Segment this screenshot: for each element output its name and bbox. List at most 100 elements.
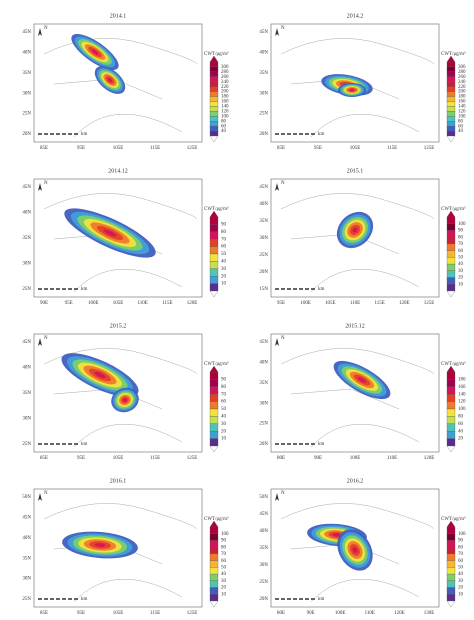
colorbar-swatch xyxy=(209,423,219,432)
colorbar-swatch xyxy=(446,408,456,417)
colorbar-tick: 80 xyxy=(221,545,227,550)
panel-title: 2016.1 xyxy=(110,478,127,484)
lat-label: 35N xyxy=(259,546,268,551)
colorbar-swatch xyxy=(209,379,219,387)
colorbar-tick: 80 xyxy=(458,235,464,240)
colorbar-tick: 180 xyxy=(458,95,466,100)
colorbar-swatch xyxy=(446,121,456,127)
colorbar-swatch xyxy=(446,553,456,561)
map-panel: 2015.2 Nkm 45N 40N 35N 30N 25N 85E 95E 105E 115E 12… xyxy=(22,323,229,461)
colorbar-swatch xyxy=(209,231,219,240)
scale-unit: km xyxy=(318,442,325,447)
colorbar-tick: 40 xyxy=(221,572,227,577)
colorbar-tick: 240 xyxy=(221,80,229,85)
colorbar-end xyxy=(209,210,219,218)
colorbar-swatch xyxy=(209,96,219,102)
colorbar-tick: 40 xyxy=(458,129,464,134)
colorbar-tick: 240 xyxy=(458,80,466,85)
colorbar-swatch xyxy=(209,401,219,410)
colorbar-swatch xyxy=(209,101,219,107)
colorbar-swatch xyxy=(209,66,219,73)
colorbar-end xyxy=(446,135,456,143)
colorbar-tick: 10 xyxy=(458,592,464,597)
lat-label: 45N xyxy=(259,185,268,190)
colorbar-swatch xyxy=(209,394,219,402)
lon-label: 90E xyxy=(314,456,322,461)
map-panel: 2015.12 Nkm 45N 40N 35N 30N 25N 20N 80E 90E 100E 11… xyxy=(259,323,466,461)
colorbar-tick: 180 xyxy=(221,95,229,100)
lat-label: 40N xyxy=(259,202,268,207)
lat-label: 35N xyxy=(22,556,31,561)
panel-title: 2015.1 xyxy=(347,168,364,174)
colorbar-tick: 30 xyxy=(221,579,227,584)
colorbar-swatch xyxy=(446,533,456,541)
colorbar-swatch xyxy=(446,230,456,238)
colorbar-swatch xyxy=(446,106,456,112)
lat-label: 30N xyxy=(259,91,268,96)
lon-label: 105E xyxy=(113,611,124,616)
cwt-contour xyxy=(352,547,358,553)
north-arrow xyxy=(275,28,279,36)
colorbar-swatch xyxy=(446,277,456,285)
lat-label: 40N xyxy=(259,529,268,534)
colorbar-tick: 40 xyxy=(221,129,227,134)
colorbar-tick: 70 xyxy=(458,552,464,557)
lat-label: 45N xyxy=(259,30,268,35)
colorbar-tick: 40 xyxy=(458,262,464,267)
north-label: N xyxy=(281,491,285,496)
lon-label: 80E xyxy=(277,456,285,461)
map-panel: 2014.1 Nkm 45N 40N 35N 30N 25N 20N 85E 95E 105E 115… xyxy=(22,13,229,151)
panel-title: 2016.2 xyxy=(347,478,364,484)
colorbar-swatch xyxy=(446,567,456,575)
lon-label: 80E xyxy=(277,611,285,616)
colorbar-swatch xyxy=(446,526,456,534)
colorbar-tick: 160 xyxy=(458,100,466,105)
lat-label: 35N xyxy=(259,71,268,76)
colorbar-title: CWT/μg/m³ xyxy=(441,361,466,367)
colorbar-tick: 60 xyxy=(221,245,227,250)
colorbar-tick: 120 xyxy=(221,109,229,114)
lat-label: 25N xyxy=(259,580,268,585)
colorbar-tick: 220 xyxy=(221,85,229,90)
lat-label: 30N xyxy=(22,91,31,96)
panel-title: 2014.12 xyxy=(108,168,128,174)
lon-label: 120E xyxy=(394,611,405,616)
colorbar-end xyxy=(446,445,456,453)
colorbar-swatch xyxy=(446,547,456,555)
colorbar-swatch xyxy=(446,587,456,595)
colorbar-end xyxy=(209,520,219,528)
lon-label: 85E xyxy=(40,146,48,151)
colorbar-tick: 200 xyxy=(458,90,466,95)
colorbar-swatch xyxy=(446,216,456,224)
lat-label: 30N xyxy=(22,577,31,582)
colorbar-swatch xyxy=(209,283,219,292)
colorbar-tick: 90 xyxy=(458,229,464,234)
lon-label: 85E xyxy=(277,146,285,151)
lat-label: 20N xyxy=(259,597,268,602)
colorbar-swatch xyxy=(446,250,456,258)
colorbar-swatch xyxy=(209,253,219,262)
colorbar-swatch xyxy=(209,371,219,380)
lon-label: 105E xyxy=(325,301,336,306)
lat-label: 25N xyxy=(22,597,31,602)
lon-label: 105E xyxy=(350,146,361,151)
colorbar-tick: 280 xyxy=(221,70,229,75)
map-panel: 2016.1 Nkm 50N 45N 40N 35N 30N 25N 85E 95E 105E 115… xyxy=(22,478,229,616)
lon-label: 120E xyxy=(187,301,198,306)
colorbar-swatch xyxy=(446,573,456,581)
colorbar-title: CWT/μg/m³ xyxy=(441,51,466,57)
colorbar-title: CWT/μg/m³ xyxy=(204,51,229,57)
lon-label: 115E xyxy=(162,301,172,306)
lat-label: 35N xyxy=(259,219,268,224)
colorbar-tick: 60 xyxy=(221,400,227,405)
colorbar-swatch xyxy=(446,91,456,97)
colorbar-end xyxy=(209,445,219,453)
colorbar-swatch xyxy=(446,130,456,137)
colorbar-tick: 300 xyxy=(221,65,229,70)
scale-unit: km xyxy=(318,597,325,602)
lat-label: 25N xyxy=(259,112,268,117)
colorbar-tick: 100 xyxy=(458,222,466,227)
lat-label: 25N xyxy=(259,253,268,258)
lon-label: 105E xyxy=(113,146,124,151)
colorbar-swatch xyxy=(209,408,219,417)
